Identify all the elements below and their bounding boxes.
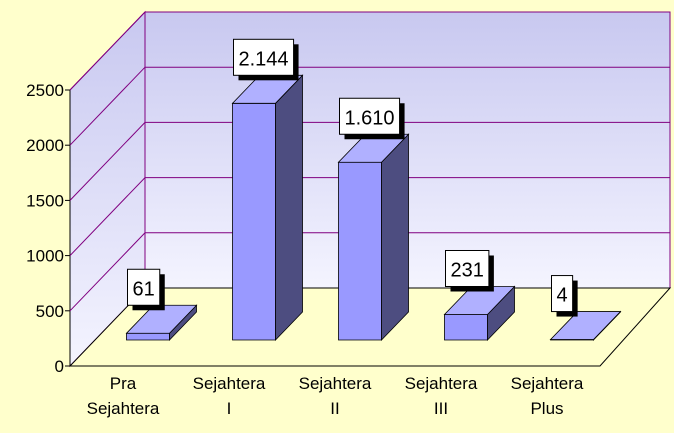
grid-line: [69, 11, 670, 91]
bar-top: [549, 311, 622, 340]
bar-side: [275, 74, 303, 341]
bar: [231, 74, 304, 341]
value-label-box: [445, 249, 490, 287]
bar-front: [126, 332, 170, 341]
x-tick-label: Sejahtera: [193, 374, 266, 393]
x-tick-label: II: [330, 399, 339, 418]
y-tick-label: 1000: [26, 247, 64, 266]
value-label-box: [339, 97, 401, 135]
bar-top: [125, 304, 198, 334]
bar-top: [443, 286, 516, 315]
bar: [125, 304, 198, 341]
value-label: 1.610: [345, 107, 395, 129]
value-label-box: [551, 275, 574, 313]
x-tick-label: Sejahtera: [405, 374, 478, 393]
bar-front: [444, 314, 488, 341]
value-label-box: [127, 268, 161, 306]
value-label-box: [233, 38, 295, 76]
y-tick-label: 0: [55, 357, 64, 376]
x-tick-label: I: [227, 399, 232, 418]
bar-front: [338, 161, 382, 341]
bar: [549, 310, 622, 341]
value-label: 2.144: [239, 48, 289, 70]
x-tick-label: Pra: [110, 374, 137, 393]
y-tick-label: 2000: [26, 136, 64, 155]
value-label: 61: [133, 278, 155, 300]
grid-line: [69, 66, 670, 146]
y-tick-label: 1500: [26, 191, 64, 210]
grid-line: [69, 177, 670, 256]
bar-top: [337, 133, 410, 163]
x-tick-label: Plus: [530, 399, 563, 418]
x-tick-label: III: [434, 399, 448, 418]
x-tick-label: Sejahtera: [511, 374, 584, 393]
y-tick-label: 2500: [26, 81, 64, 100]
x-tick-label: Sejahtera: [299, 374, 372, 393]
bar: [443, 285, 516, 341]
y-tick-label: 500: [36, 302, 64, 321]
value-label: 231: [451, 259, 484, 281]
value-label: 4: [557, 285, 568, 307]
bar-top: [231, 74, 304, 104]
grid-line: [69, 121, 670, 201]
bar-front: [232, 102, 276, 341]
x-tick-label: Sejahtera: [87, 399, 160, 418]
bar-side: [381, 133, 409, 341]
bar: [337, 133, 410, 341]
grid-line: [69, 232, 670, 312]
